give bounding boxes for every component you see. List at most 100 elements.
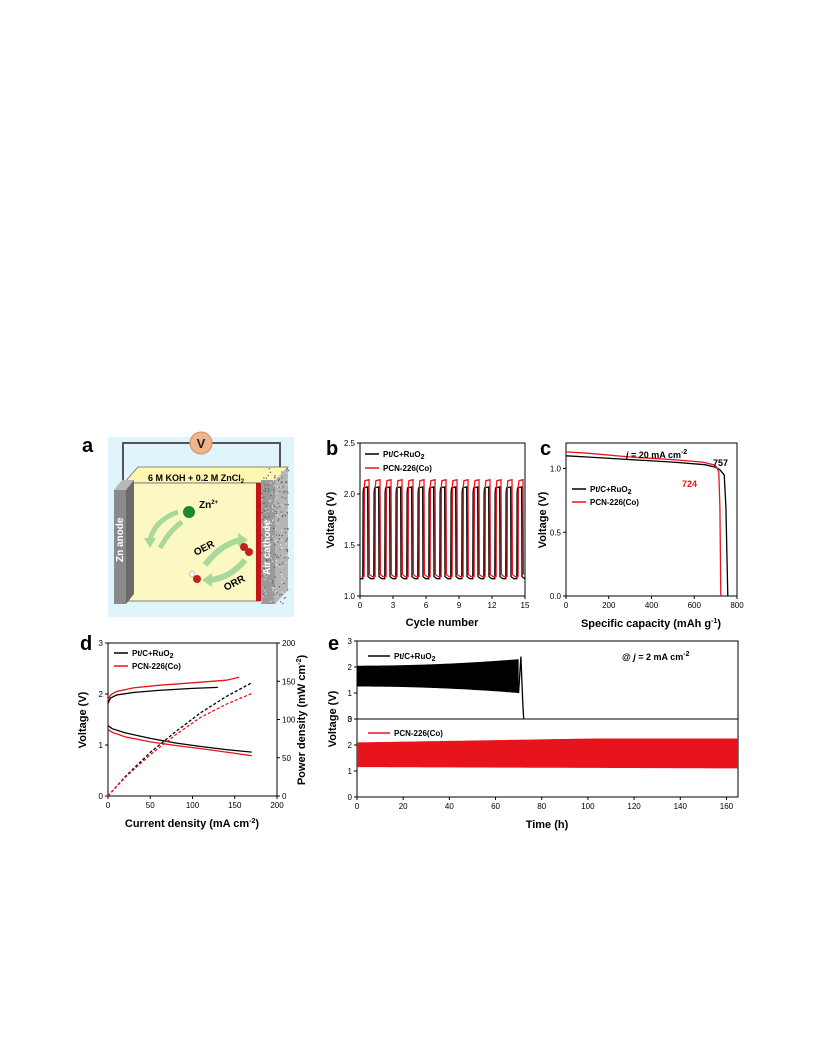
speckle	[266, 525, 268, 527]
legend-entry: PCN-226(Co)	[394, 729, 443, 738]
legend-entry: Pt/C+RuO2	[394, 652, 436, 663]
speckle	[281, 530, 283, 532]
y-axis-label: Voltage (V)	[77, 691, 89, 748]
oxygen-atom-icon	[245, 548, 253, 556]
series-pcn226co-line	[361, 478, 525, 578]
speckle	[272, 480, 275, 482]
y2-tick-label: 100	[282, 716, 296, 725]
speckle	[273, 540, 275, 543]
speckle	[269, 501, 271, 503]
x-axis-label-part: -2	[249, 818, 255, 825]
current-density-annotation: @ j = 2 mA cm-2	[622, 651, 690, 662]
speckle	[272, 588, 275, 590]
speckle	[281, 593, 283, 595]
legend-entry-part: PCN-226(Co)	[383, 464, 432, 473]
speckle	[284, 528, 286, 530]
y-tick-label: 0.0	[550, 592, 562, 601]
speckle	[280, 504, 283, 506]
voltmeter-label: V	[197, 436, 206, 451]
speckle	[263, 470, 265, 473]
panel-label-a: a	[82, 435, 94, 457]
speckle	[263, 586, 265, 589]
speckle	[274, 591, 277, 593]
speckle	[263, 573, 265, 576]
x-tick-label: 100	[186, 801, 200, 810]
speckle	[277, 479, 280, 481]
x-axis-label: Specific capacity (mAh g-1)	[581, 618, 721, 630]
legend-entry-part: Pt/C+RuO	[383, 450, 421, 459]
zn-ion-charge: 2+	[211, 500, 218, 506]
speckle	[280, 572, 282, 575]
x-tick-label: 3	[391, 601, 396, 610]
speckle	[285, 540, 287, 542]
y2-axis-label-part: Power density (mW cm	[296, 665, 308, 786]
speckle	[262, 524, 265, 527]
speckle	[281, 576, 283, 578]
legend-entry-part: 2	[421, 454, 425, 461]
series-pcn-226-co-charge	[107, 676, 240, 701]
speckle	[285, 490, 288, 493]
x-tick-label: 0	[355, 802, 360, 811]
speckle	[274, 477, 276, 479]
speckle	[265, 516, 267, 519]
speckle	[283, 490, 285, 493]
anode-top	[114, 480, 134, 490]
x-tick-label: 50	[146, 801, 155, 810]
speckle	[278, 534, 281, 537]
speckle	[284, 514, 287, 517]
speckle	[278, 538, 280, 540]
speckle	[279, 516, 281, 518]
speckle	[271, 493, 273, 495]
speckle	[270, 478, 272, 480]
y-tick-label: 0.5	[550, 528, 562, 537]
series-pcn226co-band	[357, 738, 738, 769]
speckle	[268, 563, 271, 566]
speckle	[275, 510, 277, 513]
speckle	[265, 505, 267, 507]
speckle	[273, 507, 275, 509]
speckle	[263, 554, 265, 556]
speckle	[274, 544, 276, 546]
y-tick-label-bottom: 0	[348, 793, 353, 802]
speckle	[279, 572, 282, 574]
speckle	[272, 506, 274, 508]
speckle	[264, 528, 266, 530]
series-pt-c-ruo2-power	[107, 682, 253, 797]
x-tick-label: 80	[537, 802, 546, 811]
legend-entry-part: Pt/C+RuO	[132, 649, 170, 658]
speckle	[263, 496, 265, 498]
x-tick-label: 400	[645, 601, 659, 610]
speckle	[261, 495, 263, 497]
current-density-annotation: j = 20 mA cm-2	[625, 449, 687, 460]
y-tick-label-top: 2	[348, 663, 353, 672]
speckle	[286, 472, 288, 474]
speckle	[284, 532, 287, 534]
y-tick-label: 3	[99, 639, 104, 648]
speckle	[282, 514, 284, 516]
speckle	[267, 521, 269, 523]
speckle	[267, 566, 269, 568]
speckle	[280, 513, 283, 516]
speckle	[282, 592, 284, 594]
speckle	[265, 559, 267, 561]
speckle	[281, 496, 283, 498]
x-tick-label: 40	[445, 802, 454, 811]
y-axis-label: Voltage (V)	[327, 690, 339, 747]
speckle	[263, 567, 265, 569]
speckle	[280, 511, 282, 513]
oer-arrow	[202, 537, 241, 567]
speckle	[276, 485, 279, 488]
x-tick-label: 800	[730, 601, 744, 610]
speckle	[277, 541, 279, 543]
speckle	[287, 589, 289, 591]
x-tick-label: 140	[674, 802, 688, 811]
speckle	[272, 520, 274, 522]
legend-entry: PCN-226(Co)	[590, 498, 639, 507]
ion-arrow-up	[157, 519, 184, 550]
legend-entry-part: 2	[432, 656, 436, 663]
y-tick-label-bottom: 3	[348, 715, 353, 724]
speckle	[284, 497, 286, 499]
speckle	[281, 591, 283, 593]
speckle	[287, 594, 289, 596]
speckle	[272, 510, 274, 512]
